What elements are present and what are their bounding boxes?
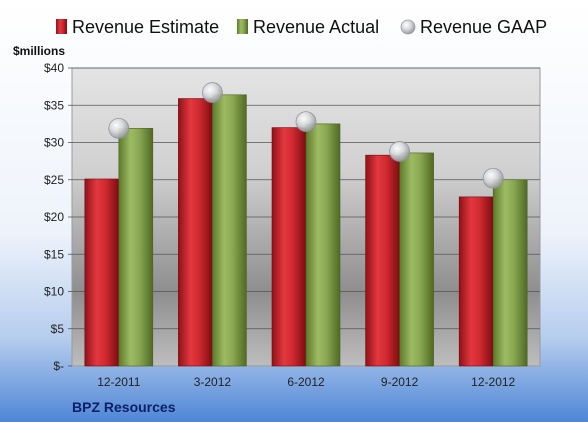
marker-revenue-gaap	[201, 82, 223, 103]
x-axis-ticks: 12-2011 3-2012 6-2012 9-2012 12-2012	[97, 375, 515, 389]
y-tick-label: $20	[44, 210, 64, 224]
bar-revenue-estimate	[84, 178, 120, 367]
bars	[84, 94, 528, 367]
y-tick-label: $-	[53, 359, 64, 373]
legend-swatch-actual	[237, 19, 248, 34]
marker-revenue-gaap	[389, 141, 411, 162]
legend: Revenue Estimate Revenue Actual Revenue …	[56, 17, 547, 37]
x-tick-label: 12-2011	[97, 375, 140, 389]
bar-revenue-estimate	[271, 127, 307, 367]
y-tick-label: $15	[44, 247, 64, 261]
bar-revenue-estimate	[458, 196, 494, 367]
legend-label-actual: Revenue Actual	[253, 17, 379, 37]
y-axis-ticks: $- $5 $10 $15 $20 $25 $30 $35 $40	[44, 61, 72, 373]
company-name: BPZ Resources	[72, 399, 176, 415]
y-axis-unit-label: $millions	[13, 44, 65, 58]
x-tick-label: 9-2012	[381, 375, 419, 389]
x-tick-label: 3-2012	[194, 375, 232, 389]
x-tick-label: 6-2012	[287, 375, 325, 389]
y-tick-label: $30	[44, 136, 64, 150]
bar-revenue-estimate	[178, 98, 213, 367]
legend-label-estimate: Revenue Estimate	[72, 17, 219, 37]
bar-revenue-actual	[118, 128, 154, 367]
y-tick-label: $40	[44, 61, 64, 75]
y-tick-label: $25	[44, 173, 64, 187]
y-tick-label: $5	[51, 322, 65, 336]
legend-label-gaap: Revenue GAAP	[420, 17, 547, 37]
marker-revenue-gaap	[482, 167, 504, 189]
bar-revenue-actual	[305, 123, 341, 367]
y-tick-label: $10	[44, 285, 64, 299]
marker-revenue-gaap	[108, 117, 130, 139]
marker-revenue-gaap	[295, 111, 317, 133]
legend-swatch-estimate	[56, 19, 67, 34]
x-tick-label: 12-2012	[471, 375, 515, 389]
bar-revenue-estimate	[365, 154, 400, 367]
bar-revenue-actual	[399, 152, 434, 367]
bar-revenue-actual	[492, 179, 528, 367]
y-tick-label: $35	[44, 98, 64, 112]
bar-revenue-actual	[212, 94, 247, 367]
gaap-markers	[108, 82, 504, 189]
legend-marker-gaap	[400, 19, 416, 35]
